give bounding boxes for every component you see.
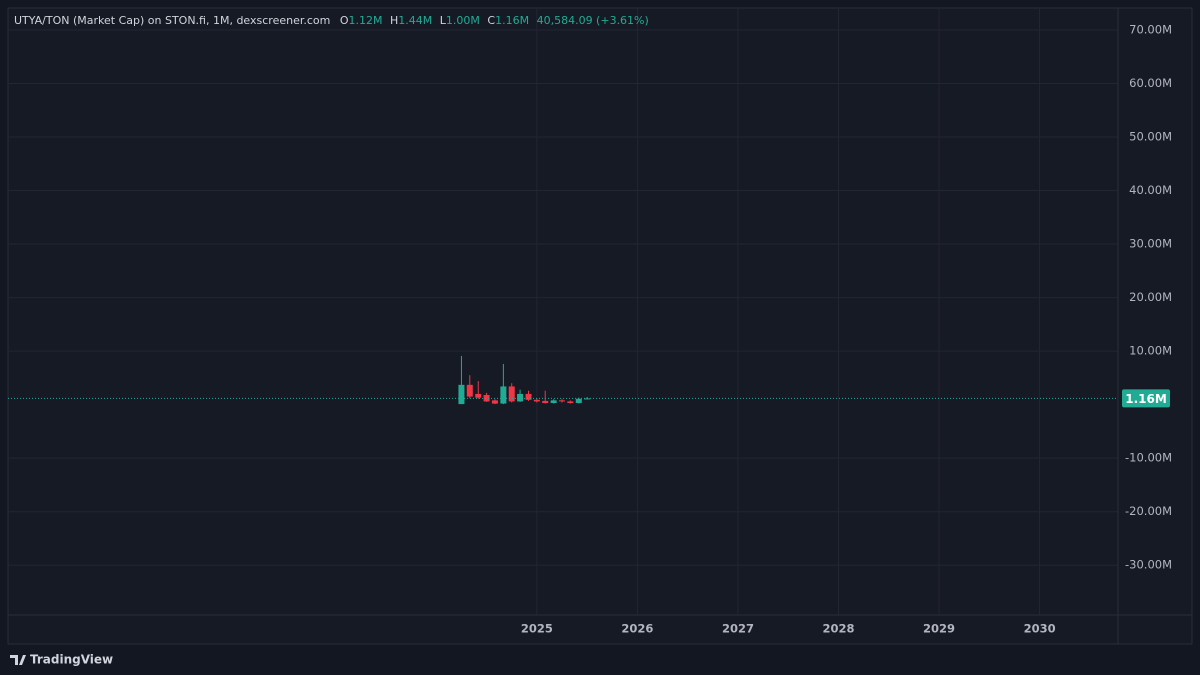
chart-header: UTYA/TON (Market Cap) on STON.fi, 1M, de… <box>14 14 649 27</box>
candle-body <box>567 401 574 404</box>
candle-body <box>508 386 515 402</box>
brand-icon <box>10 655 26 665</box>
candle-body <box>483 395 490 402</box>
candles <box>8 355 1118 405</box>
close-label: C <box>487 14 495 27</box>
y-tick-label: 70.00M <box>1129 22 1172 36</box>
y-tick-label: 10.00M <box>1129 344 1172 358</box>
last-price-badge <box>1122 389 1170 408</box>
x-tick-label: 2030 <box>1024 622 1056 636</box>
close-value: 1.16M <box>495 14 529 27</box>
candle-body <box>500 386 507 404</box>
y-tick-label: -20.00M <box>1125 504 1172 518</box>
y-tick-label: 40.00M <box>1129 183 1172 197</box>
last-price-label: 1.16M <box>1125 392 1167 406</box>
change-value: 40,584.09 (+3.61%) <box>537 14 649 27</box>
candle-body <box>550 400 557 404</box>
brand-logo[interactable]: TradingView <box>10 653 113 667</box>
candle-body <box>558 400 565 402</box>
candle-body <box>542 400 549 404</box>
header-title: UTYA/TON (Market Cap) on STON.fi, 1M, de… <box>14 14 330 27</box>
x-tick-label: 2027 <box>722 622 754 636</box>
candle-body <box>525 393 532 400</box>
candle-body <box>575 398 582 404</box>
candle-body <box>533 399 540 402</box>
y-tick-label: -10.00M <box>1125 451 1172 465</box>
low-value: 1.00M <box>446 14 480 27</box>
x-tick-label: 2029 <box>923 622 955 636</box>
x-tick-label: 2028 <box>822 622 854 636</box>
y-tick-label: 20.00M <box>1129 290 1172 304</box>
y-tick-label: 50.00M <box>1129 130 1172 144</box>
y-tick-label: 30.00M <box>1129 237 1172 251</box>
low-label: L <box>440 14 447 27</box>
high-label: H <box>390 14 398 27</box>
x-tick-label: 2026 <box>621 622 653 636</box>
x-tick-label: 2025 <box>521 622 553 636</box>
y-tick-label: -30.00M <box>1125 558 1172 572</box>
open-label: O <box>340 14 349 27</box>
candle-body <box>458 384 465 405</box>
open-value: 1.12M <box>349 14 383 27</box>
candle-body <box>517 393 524 402</box>
brand-name: TradingView <box>30 653 113 667</box>
candle-body <box>475 393 482 398</box>
candle-body <box>491 400 498 404</box>
chart-panel <box>7 7 1193 645</box>
high-value: 1.44M <box>398 14 432 27</box>
y-tick-label: 60.00M <box>1129 76 1172 90</box>
grid <box>8 8 1118 615</box>
candle-body <box>466 384 473 397</box>
